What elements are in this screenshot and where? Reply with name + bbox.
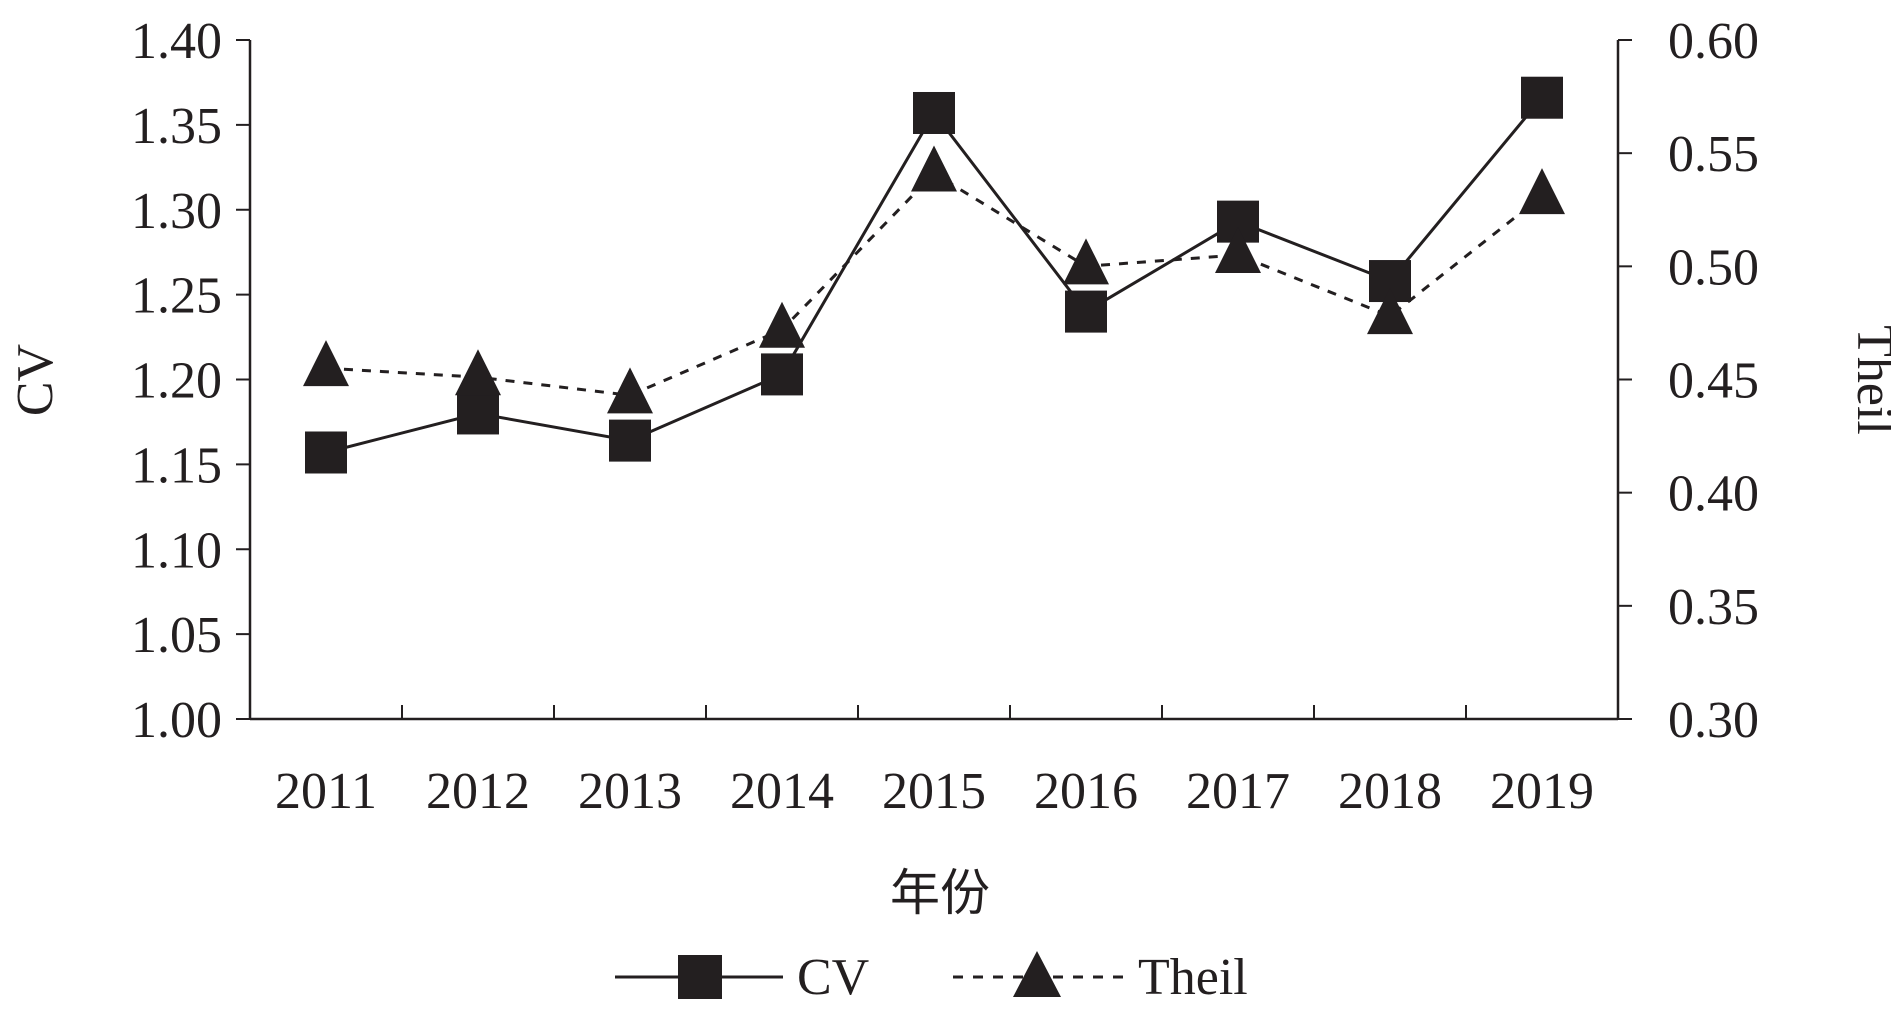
x-ticks: 2011 2012 2013 2014 2015 2016 2017 2018 2019 <box>275 705 1594 820</box>
cv-marker <box>1065 290 1107 333</box>
x-tick-label: 2013 <box>578 763 682 820</box>
right-y-tick-label: 0.55 <box>1668 126 1759 183</box>
right-y-tick-label: 0.45 <box>1668 353 1759 410</box>
left-y-tick-label: 1.05 <box>131 607 222 664</box>
theil-marker <box>303 340 349 387</box>
theil-marker <box>455 349 501 396</box>
theil-marker <box>911 145 957 192</box>
theil-marker <box>759 301 805 348</box>
cv-marker <box>1521 76 1563 119</box>
left-y-tick-label: 1.25 <box>131 268 222 325</box>
right-y-ticks: 0.30 0.35 0.40 0.45 0.50 0.55 0.60 <box>1618 13 1759 749</box>
left-y-tick-label: 1.15 <box>131 437 222 494</box>
left-y-ticks: 1.00 1.05 1.10 1.15 1.20 1.25 1.30 1.35 1.40 <box>131 13 250 749</box>
right-y-tick-label: 0.30 <box>1668 692 1759 749</box>
x-tick-label: 2012 <box>426 763 530 820</box>
left-y-tick-label: 1.35 <box>131 98 222 155</box>
left-y-tick-label: 1.30 <box>131 183 222 240</box>
left-y-tick-label: 1.40 <box>131 13 222 70</box>
x-tick-label: 2017 <box>1186 763 1290 820</box>
legend-theil-marker <box>1013 951 1061 997</box>
theil-marker <box>1519 168 1565 215</box>
left-y-axis-title: CV <box>7 344 64 416</box>
theil-marker <box>1215 227 1261 274</box>
x-axis-title: 年份 <box>890 864 990 922</box>
legend-theil-label: Theil <box>1138 949 1248 1006</box>
x-tick-label: 2018 <box>1338 763 1442 820</box>
series-line-theil <box>325 171 1543 397</box>
right-y-axis-title: Theil <box>1846 325 1891 435</box>
theil-marker <box>1367 288 1413 335</box>
legend-cv-label: CV <box>797 949 869 1006</box>
theil-marker <box>607 367 653 414</box>
x-tick-label: 2019 <box>1490 763 1594 820</box>
x-tick-label: 2016 <box>1034 763 1138 820</box>
legend-cv-marker <box>678 955 722 999</box>
cv-marker <box>457 392 499 435</box>
cv-marker <box>913 91 955 134</box>
x-tick-label: 2014 <box>730 763 834 820</box>
left-y-tick-label: 1.00 <box>131 692 222 749</box>
right-y-tick-label: 0.50 <box>1668 239 1759 296</box>
legend: CV Theil <box>615 949 1248 1006</box>
left-y-tick-label: 1.20 <box>131 353 222 410</box>
cv-marker <box>305 431 347 474</box>
series-markers <box>303 76 1565 474</box>
cv-marker <box>761 353 803 396</box>
x-tick-label: 2015 <box>882 763 986 820</box>
right-y-tick-label: 0.40 <box>1668 466 1759 523</box>
left-y-tick-label: 1.10 <box>131 522 222 579</box>
right-y-tick-label: 0.60 <box>1668 13 1759 70</box>
cv-marker <box>609 419 651 462</box>
chart-axes <box>248 40 1620 721</box>
x-tick-label: 2011 <box>275 763 377 820</box>
theil-marker <box>1063 238 1109 285</box>
right-y-tick-label: 0.35 <box>1668 579 1759 636</box>
